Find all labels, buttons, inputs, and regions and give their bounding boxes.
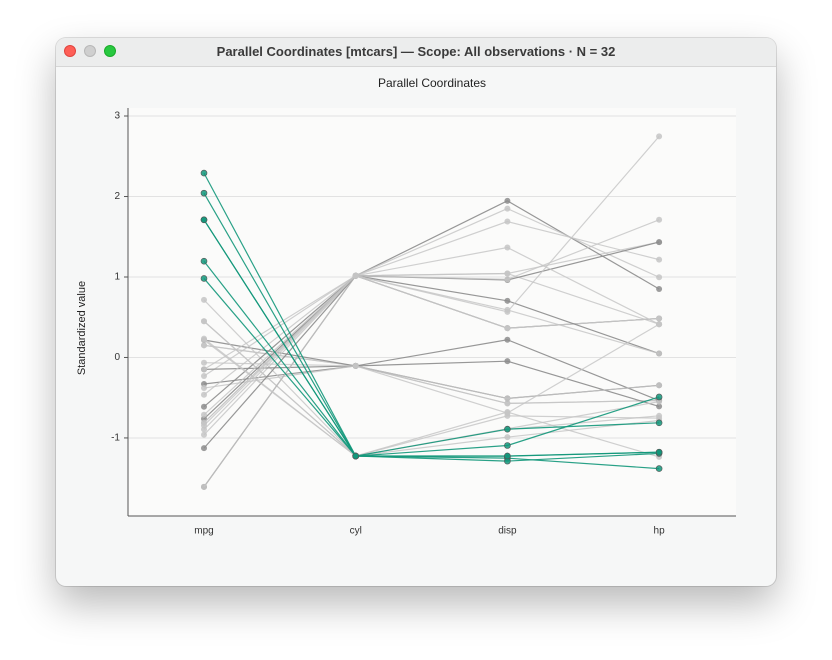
point [656,350,663,357]
chart-title: Parallel Coordinates [378,76,486,90]
point [201,366,207,373]
line-series [203,365,660,400]
point [504,434,511,441]
y-tick-label: -1 [111,433,120,444]
point [200,275,208,282]
point [656,216,663,223]
x-tick-label: mpg [194,526,213,537]
x-tick-label: hp [654,526,666,537]
point [504,325,511,332]
point [656,412,663,419]
point [201,483,207,490]
line-series [203,219,660,457]
line-series [203,260,660,457]
point [201,385,207,392]
point [200,257,208,265]
point [200,216,208,224]
point [504,197,511,204]
point [656,321,663,328]
y-tick-label: 0 [114,352,120,363]
line-series [203,323,660,414]
point [504,452,511,460]
line-series [203,299,660,458]
line-series [203,136,660,426]
x-tick-label: cyl [350,526,362,537]
y-tick-label: 3 [114,111,120,122]
x-tick-label: disp [498,526,517,537]
point [504,270,511,277]
point [201,391,207,398]
point [656,398,663,405]
point [201,403,207,410]
point [352,272,359,279]
window: Parallel Coordinates [mtcars] — Scope: A… [56,38,776,586]
point [504,358,511,365]
zoom-button[interactable] [104,45,116,57]
plot-area [128,108,736,516]
point [504,308,511,315]
point [504,276,511,283]
point [201,445,207,452]
minimize-button[interactable] [84,45,96,57]
point [656,239,663,246]
point [504,244,511,251]
y-tick-label: 2 [114,191,120,202]
line-series [203,246,660,370]
title-bar: Parallel Coordinates [mtcars] — Scope: A… [56,38,776,67]
point [201,296,207,303]
point [504,400,511,407]
line-series [203,172,660,462]
point [352,362,359,369]
line-series [203,275,660,420]
point [201,411,207,418]
point [655,448,663,456]
point [656,133,663,140]
line-series [203,219,660,416]
window-title: Parallel Coordinates [mtcars] — Scope: A… [216,44,616,59]
line-series [203,320,660,457]
point [201,422,207,429]
point [200,169,208,177]
chart: Parallel Coordinates Standardized value … [76,76,736,537]
point [656,256,663,263]
point [656,403,663,410]
point [655,393,663,401]
close-button[interactable] [64,45,76,57]
line-series [203,207,660,488]
point [504,410,511,417]
point [201,373,207,380]
line-series [203,360,660,407]
point [504,336,511,343]
point [504,442,511,449]
point [504,395,511,402]
y-axis-label: Standardized value [76,281,88,375]
point [655,465,663,472]
y-tick-label: 1 [114,272,120,283]
point [504,218,511,225]
point [352,452,360,460]
point [656,382,663,389]
line-series [203,275,660,424]
point [201,337,207,344]
point [200,189,208,197]
point [656,285,663,292]
point [504,205,511,212]
point [504,297,511,304]
point [201,318,207,325]
point [656,274,663,281]
line-series [203,278,660,457]
point [201,342,207,349]
line-series [203,241,660,436]
point [655,419,663,427]
point [201,359,207,366]
point [201,431,207,438]
point [504,425,511,433]
line-series [203,220,660,430]
point [656,315,663,322]
